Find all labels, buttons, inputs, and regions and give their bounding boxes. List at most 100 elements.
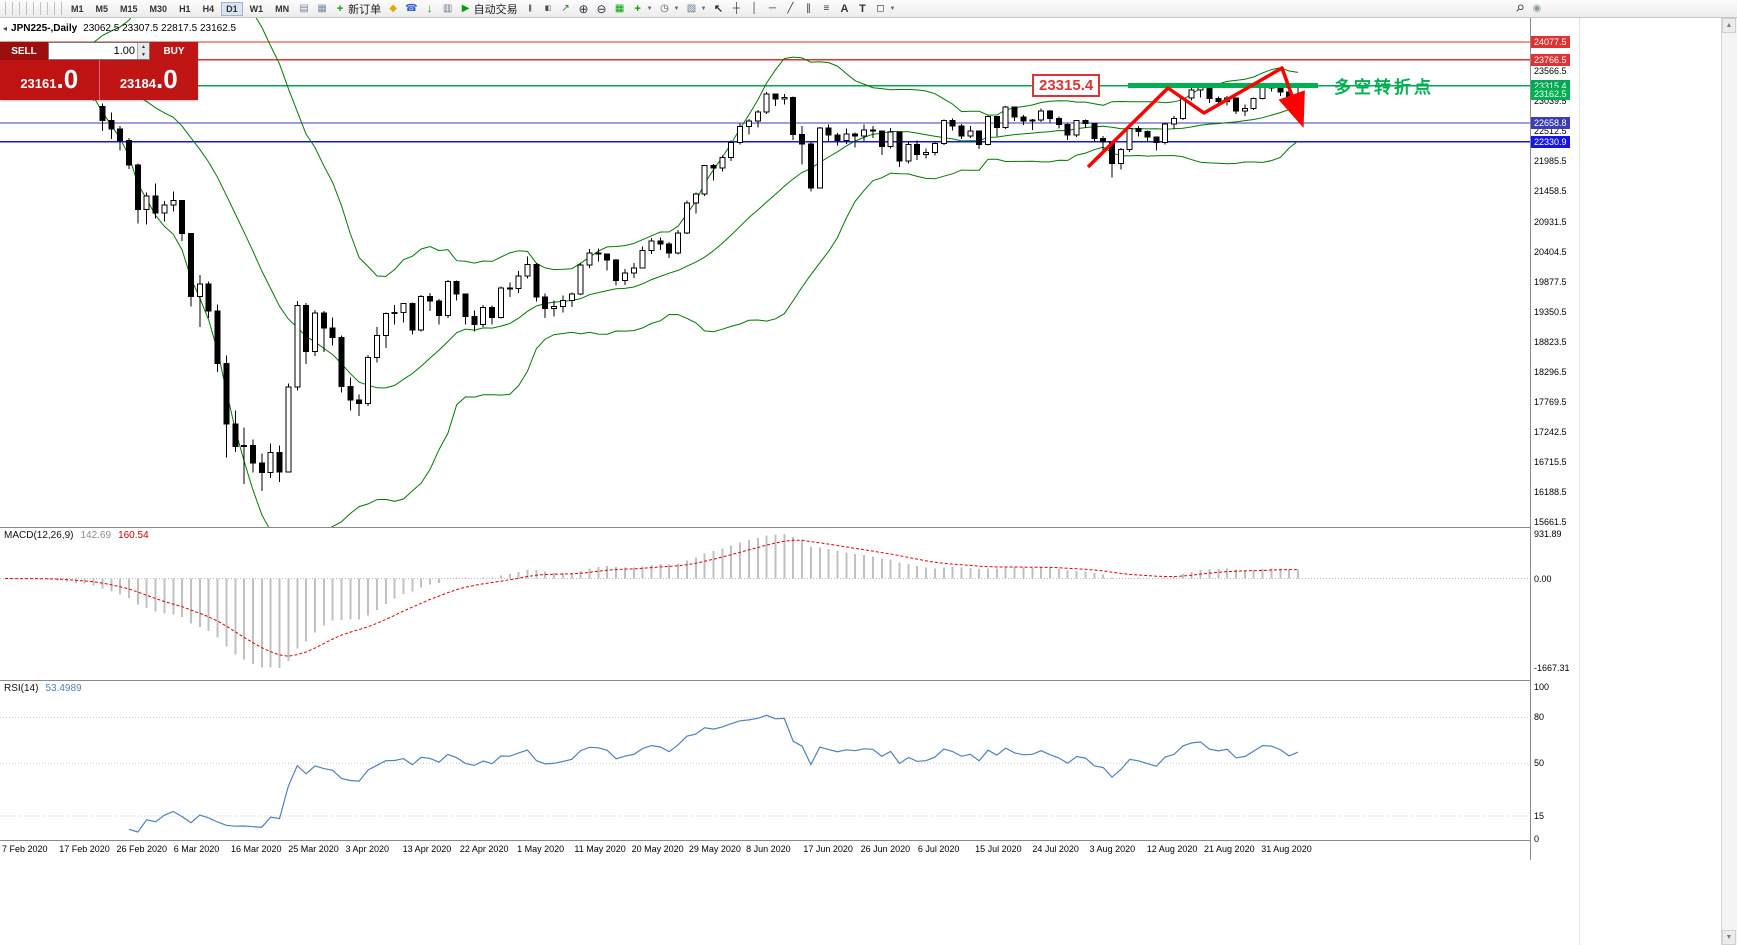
buy-price-button[interactable]: 23184.0	[99, 60, 198, 100]
text-tool-button[interactable]: A	[835, 1, 853, 17]
rsi-axis-label: 15	[1534, 811, 1545, 822]
periods-button[interactable]: ◷ ▼	[656, 1, 683, 17]
rsi-axis-label: 0	[1534, 834, 1540, 844]
scroll-down-button[interactable]: ▼	[1722, 930, 1736, 945]
vertical-line-tool-button[interactable]: │	[745, 1, 763, 17]
bars-mode-button[interactable]: |||	[521, 1, 539, 17]
symbol-period-label: JPN225-,Daily	[11, 23, 78, 34]
toolbar-separator	[12, 2, 13, 15]
date-axis-label: 29 May 2020	[688, 844, 741, 854]
rsi-panel[interactable]: RSI(14) 53.4989	[0, 681, 1530, 841]
shapes-tool-button[interactable]: ◻ ▼	[871, 1, 898, 17]
date-axis-label: 15 Jul 2020	[975, 844, 1022, 854]
price-tick: 17242.5	[1534, 426, 1567, 437]
macd-histogram	[12, 534, 1299, 668]
cursor-button[interactable]: ↖	[709, 1, 727, 17]
periods-icon: ◷	[660, 2, 669, 14]
line-mode-button[interactable]: ↗	[557, 1, 575, 17]
timeframe-m5[interactable]: M5	[95, 3, 109, 14]
candles-mode-icon: ▮▯	[544, 4, 552, 12]
channel-tool-button[interactable]: ∥	[799, 1, 817, 17]
zoom-out-button[interactable]: ⊖	[593, 1, 611, 17]
vertical-scrollbar[interactable]: ▲ ▼	[1721, 18, 1737, 945]
date-axis-label: 26 Jun 2020	[860, 844, 911, 854]
toolbar-separator	[40, 2, 41, 15]
favorites-button[interactable]: ◆	[384, 1, 402, 17]
macd-axis-label: -1667.31	[1534, 663, 1570, 673]
channel-tool-icon: ∥	[805, 2, 811, 14]
rsi-value: 53.4989	[45, 683, 82, 694]
tile-windows-button[interactable]: ▦	[611, 1, 629, 17]
price-tick: 22512.5	[1534, 126, 1567, 137]
timeframe-d1[interactable]: D1	[221, 1, 243, 16]
support-level-bar[interactable]	[1128, 83, 1318, 88]
sell-button[interactable]: SELL	[0, 42, 48, 60]
trend-zigzag-annotation[interactable]	[1086, 66, 1305, 169]
scroll-up-button[interactable]: ▲	[1722, 18, 1736, 33]
search-button[interactable]: ⚲	[1510, 1, 1528, 17]
toolbar-separator	[54, 2, 55, 15]
rsi-label: RSI(14) 53.4989	[4, 683, 82, 694]
templates-button[interactable]: ▨ ▼	[682, 1, 709, 17]
auto-trading-button[interactable]: ▶ 自动交易	[457, 1, 521, 17]
label-tool-icon: T	[859, 2, 866, 15]
metaquotes-button[interactable]: ◉	[1528, 1, 1546, 17]
bollinger-middle	[4, 55, 1299, 389]
new-chart-button[interactable]: ▤	[295, 1, 313, 17]
timeframe-m15[interactable]: M15	[120, 3, 138, 14]
auto-trading-label: 自动交易	[473, 3, 518, 16]
price-tick: 23566.5	[1534, 66, 1567, 77]
date-axis-label: 16 Mar 2020	[230, 844, 282, 854]
price-tick: 20931.5	[1534, 216, 1567, 227]
date-axis-label: 21 Aug 2020	[1204, 844, 1255, 854]
date-axis-label: 6 Mar 2020	[173, 844, 220, 854]
scripts-button[interactable]: ▥	[439, 1, 457, 17]
macd-value: 142.69	[80, 530, 112, 541]
timeframe-h4[interactable]: H4	[202, 3, 215, 14]
shapes-tool-icon: ◻	[876, 2, 885, 14]
timeframe-m30[interactable]: M30	[149, 3, 168, 14]
date-axis[interactable]: 7 Feb 2020 17 Feb 2020 26 Feb 2020 6 Mar 20…	[0, 841, 1530, 859]
zoom-in-button[interactable]: ⊕	[575, 1, 593, 17]
main-chart[interactable]: ◂ JPN225-,Daily 23062.5 23307.5 22817.5 23…	[0, 18, 1530, 528]
annotation-note[interactable]: 多空转折点	[1334, 78, 1434, 97]
line-mode-icon: ↗	[561, 2, 570, 14]
auto-trading-icon: ▶	[461, 2, 470, 14]
crosshair-button[interactable]: ┼	[727, 1, 745, 17]
new-order-button[interactable]: + 新订单	[331, 1, 384, 17]
volume-up-button[interactable]: ▲	[138, 43, 149, 51]
indicators-icon: +	[634, 2, 641, 15]
indicators-button[interactable]: + ▼	[629, 1, 656, 17]
profiles-button[interactable]: ▦	[313, 1, 331, 17]
price-axis[interactable]: 23566.5 23039.5 22512.5 21985.5 21458.5 20931…	[1530, 18, 1579, 860]
macd-panel[interactable]: MACD(12,26,9) 142.69 160.54	[0, 528, 1530, 681]
timeframe-m1[interactable]: M1	[71, 3, 84, 14]
date-axis-label: 11 May 2020	[574, 844, 626, 854]
market-watch-button[interactable]: ☎	[402, 1, 420, 17]
timeframe-h1[interactable]: H1	[179, 3, 191, 14]
price-line-label: 22658.8	[1531, 117, 1570, 129]
trendline-tool-icon: ╱	[787, 2, 794, 14]
candles-mode-button[interactable]: ▮▯	[539, 1, 557, 17]
date-axis-label: 1 May 2020	[517, 844, 565, 854]
fibonacci-tool-button[interactable]: ≡	[817, 1, 835, 17]
timeframe-w1[interactable]: W1	[249, 3, 264, 14]
date-axis-label: 25 Mar 2020	[288, 844, 339, 854]
date-axis-label: 8 Jun 2020	[746, 844, 791, 854]
buy-button[interactable]: BUY	[150, 42, 198, 60]
timeframe-mn[interactable]: MN	[275, 3, 290, 14]
horizontal-line-tool-button[interactable]: ─	[763, 1, 781, 17]
sell-price-button[interactable]: 23161.0	[0, 60, 100, 100]
label-tool-button[interactable]: T	[853, 1, 871, 17]
volume-input[interactable]	[49, 45, 137, 57]
date-axis-label: 3 Apr 2020	[345, 844, 389, 854]
trendline-tool-button[interactable]: ╱	[781, 1, 799, 17]
toolbar-separator	[19, 2, 20, 15]
volume-down-button[interactable]: ▼	[138, 51, 149, 59]
empty-area	[1579, 18, 1723, 945]
templates-caret-icon: ▼	[700, 5, 707, 12]
toolbar-separator	[26, 2, 27, 15]
price-callout[interactable]: 23315.4	[1032, 74, 1101, 97]
data-download-button[interactable]: ↓	[421, 1, 439, 17]
collapse-arrow-icon[interactable]: ◂	[3, 24, 8, 33]
